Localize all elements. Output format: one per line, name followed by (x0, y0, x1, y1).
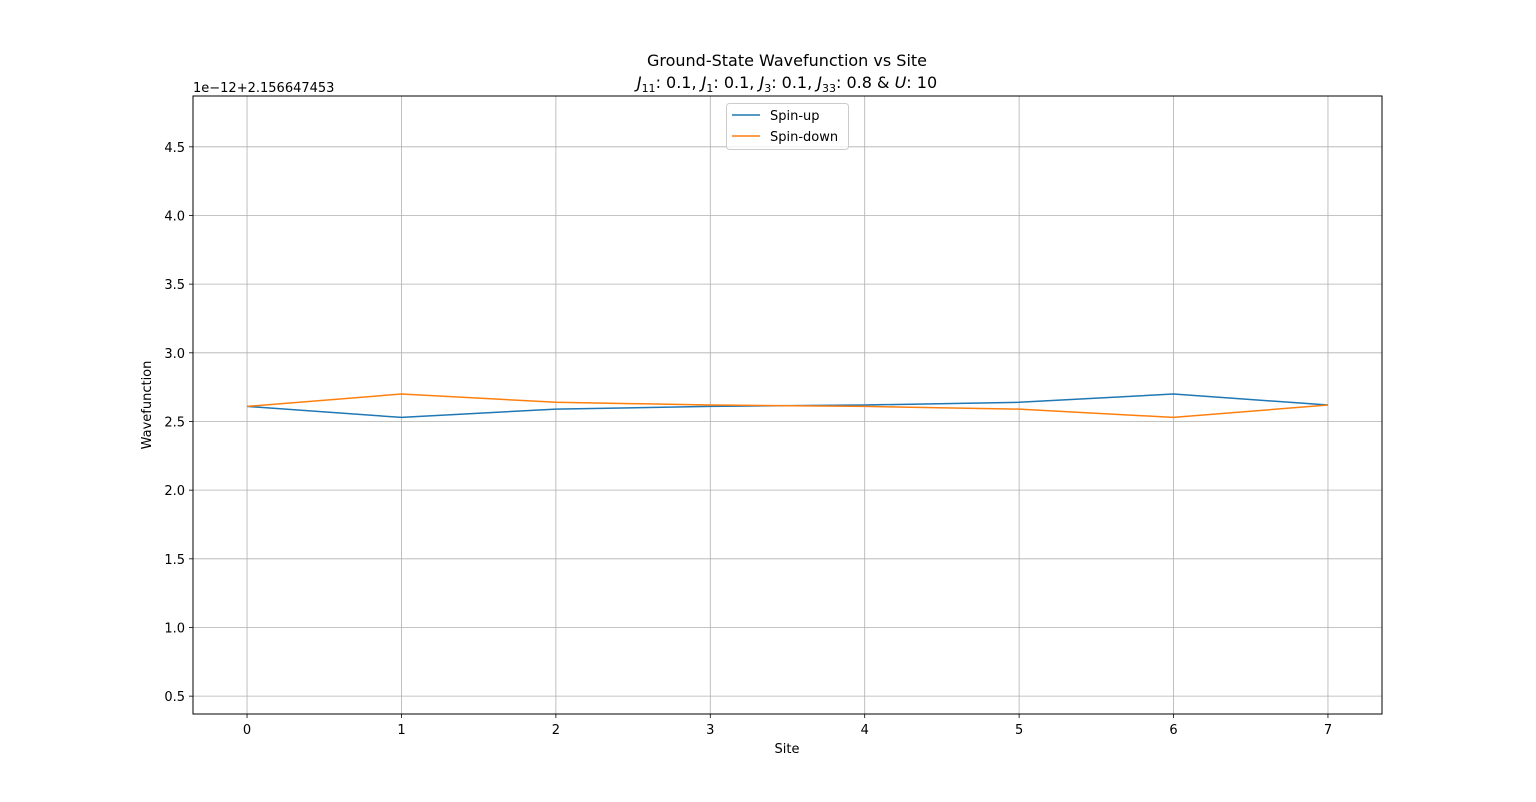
x-tick-label: 7 (1324, 723, 1332, 738)
y-tick-label: 1.0 (164, 621, 185, 636)
y-axis-ticks: 0.5 1.0 1.5 2.0 2.5 3.0 3.5 4.0 4.5 (164, 141, 193, 705)
y-axis-label: Wavefunction (140, 361, 155, 450)
x-tick-label: 6 (1169, 723, 1177, 738)
chart-subtitle: J11: 0.1, J1: 0.1, J3: 0.1, J33: 0.8 & U… (634, 73, 937, 95)
chart-title: Ground-State Wavefunction vs Site (647, 51, 927, 70)
x-axis-ticks: 0 1 2 3 4 5 6 7 (243, 714, 1332, 738)
x-tick-label: 0 (243, 723, 251, 738)
x-tick-label: 1 (397, 723, 405, 738)
legend-label-spin-up: Spin-up (770, 109, 820, 124)
y-tick-label: 2.5 (164, 415, 185, 430)
y-tick-label: 2.0 (164, 484, 185, 499)
y-tick-label: 3.5 (164, 278, 185, 293)
series-line-spin-down (246, 393, 1329, 419)
axes-frame (192, 95, 1383, 715)
x-tick-label: 4 (861, 723, 869, 738)
x-tick-label: 2 (552, 723, 560, 738)
y-offset-text: 1e−12+2.156647453 (193, 81, 334, 96)
y-tick-label: 4.5 (164, 141, 185, 156)
legend-label-spin-down: Spin-down (770, 130, 838, 145)
legend: Spin-up Spin-down (726, 103, 849, 150)
series-lines (246, 393, 1329, 419)
y-tick-label: 0.5 (164, 690, 185, 705)
y-tick-label: 4.0 (164, 209, 185, 224)
y-tick-label: 1.5 (164, 553, 185, 568)
x-tick-label: 5 (1015, 723, 1023, 738)
y-tick-label: 3.0 (164, 347, 185, 362)
x-axis-label: Site (775, 742, 800, 757)
x-tick-label: 3 (706, 723, 714, 738)
